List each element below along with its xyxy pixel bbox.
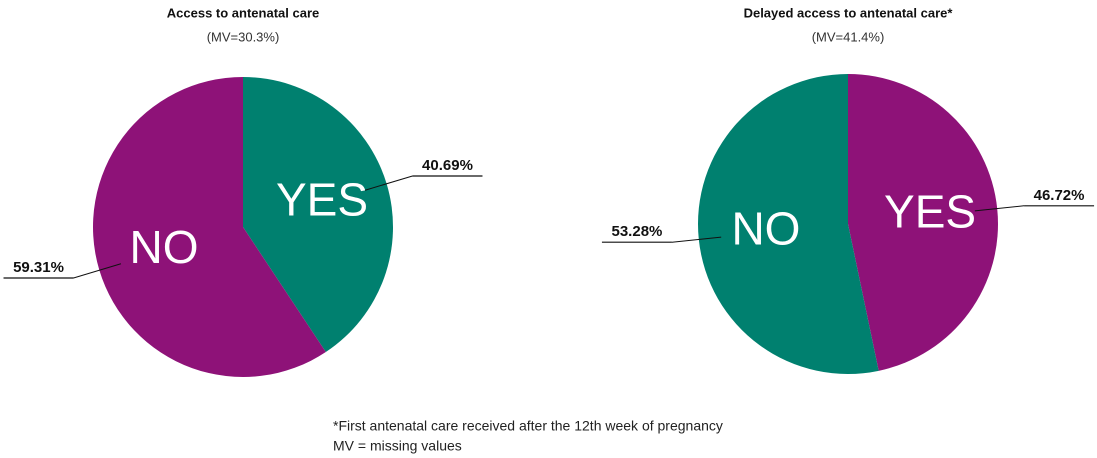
leader-line	[73, 263, 122, 279]
footnote: MV = missing values	[333, 438, 462, 454]
leader-line	[974, 205, 1025, 212]
pie-slice	[848, 74, 999, 371]
slice-label: NO	[731, 203, 800, 255]
chart-subtitle: (MV=30.3%)	[207, 29, 280, 44]
footnote: *First antenatal care received after the…	[333, 418, 723, 434]
pie-slice	[698, 74, 879, 374]
value-label: 46.72%	[1034, 187, 1085, 204]
value-label: 40.69%	[422, 157, 473, 174]
slice-label: YES	[276, 173, 368, 225]
value-label: 59.31%	[13, 259, 64, 276]
pie-slice	[243, 77, 394, 353]
value-label: 53.28%	[612, 223, 663, 240]
leader-line	[671, 236, 722, 243]
pie-slice	[93, 77, 326, 377]
leader-line	[364, 175, 413, 191]
chart-title: Delayed access to antenatal care*	[744, 5, 954, 20]
slice-label: YES	[884, 186, 976, 238]
chart-title: Access to antenatal care	[167, 5, 319, 20]
slice-label: NO	[130, 221, 199, 273]
chart-subtitle: (MV=41.4%)	[812, 29, 885, 44]
